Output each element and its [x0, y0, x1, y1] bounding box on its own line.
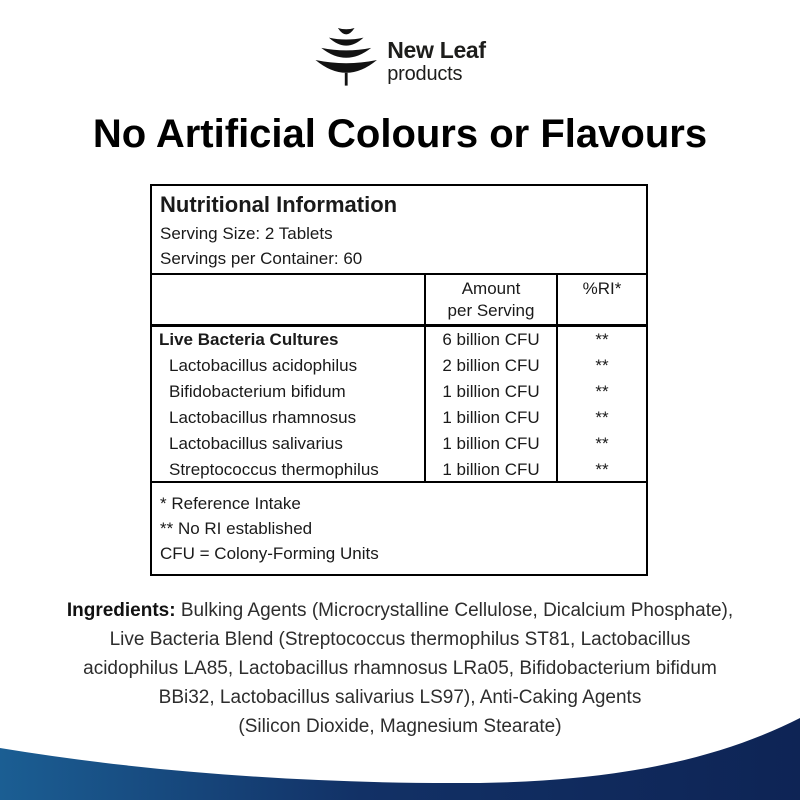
ingredients-line: Live Bacteria Blend (Streptococcus therm… — [109, 629, 691, 650]
row-name: Bifidobacterium bifidum — [169, 382, 346, 401]
ingredients-line: BBi32, Lactobacillus salivarius LS97), A… — [158, 687, 642, 708]
ingredients-line: (Silicon Dioxide, Magnesium Stearate) — [238, 716, 562, 737]
brand-logo: New Leaf products — [314, 26, 486, 94]
ingredients-label: Ingredients: — [66, 600, 176, 621]
footnote-cfu: CFU = Colony-Forming Units — [160, 544, 379, 563]
row-name: Streptococcus thermophilus — [152, 457, 424, 483]
footnote-reference-intake: * Reference Intake — [160, 494, 301, 513]
row-name: Lactobacillus salivarius — [169, 434, 343, 453]
brand-text: New Leaf products — [387, 26, 486, 85]
row-name: Lactobacillus rhamnosus — [169, 408, 357, 427]
amount-header-line2: per Serving — [447, 301, 535, 320]
nutrition-panel: Nutritional Information Serving Size: 2 … — [150, 184, 648, 576]
nutrition-title: Nutritional Information — [160, 192, 398, 217]
row-amount: 1 billion CFU — [424, 379, 556, 405]
brand-subtitle: products — [387, 63, 463, 85]
row-ri: ** — [556, 353, 646, 379]
column-header-ri: %RI* — [556, 275, 646, 327]
servings-per-container: Servings per Container: 60 — [160, 249, 363, 268]
ingredients-text: Bulking Agents (Microcrystalline Cellulo… — [175, 600, 734, 621]
row-ri: ** — [556, 405, 646, 431]
column-header-amount: Amount per Serving — [424, 275, 556, 327]
amount-header-line1: Amount — [461, 279, 521, 298]
brand-name: New Leaf — [387, 37, 486, 63]
row-name: Live Bacteria Cultures — [159, 330, 339, 349]
new-leaf-tree-icon — [315, 28, 377, 86]
ingredients-line: acidophilus LA85, Lactobacillus rhamnosu… — [83, 658, 717, 679]
serving-size: Serving Size: 2 Tablets — [160, 224, 333, 243]
row-amount: 2 billion CFU — [424, 353, 556, 379]
nutrition-panel-header: Nutritional Information Serving Size: 2 … — [152, 186, 646, 275]
row-ri: ** — [556, 379, 646, 405]
row-amount: 1 billion CFU — [424, 405, 556, 431]
row-ri: ** — [556, 457, 646, 483]
row-amount: 6 billion CFU — [424, 327, 556, 353]
row-ri: ** — [556, 327, 646, 353]
bottom-wave-decoration — [0, 718, 800, 800]
nutrition-table: Amount per Serving %RI* Live Bacteria Cu… — [152, 275, 646, 483]
claim-heading: No Artificial Colours or Flavours — [92, 112, 708, 156]
footnote-no-ri: ** No RI established — [160, 519, 313, 538]
row-amount: 1 billion CFU — [424, 431, 556, 457]
row-name: Lactobacillus acidophilus — [169, 356, 358, 375]
ingredients-block: Ingredients: Bulking Agents (Microcrysta… — [0, 596, 800, 741]
row-ri: ** — [556, 431, 646, 457]
nutrition-footnotes: * Reference Intake ** No RI established … — [152, 483, 646, 566]
column-header-empty — [152, 275, 424, 327]
row-amount: 1 billion CFU — [424, 457, 556, 483]
ingredients-line: Ingredients: Bulking Agents (Microcrysta… — [0, 596, 800, 625]
